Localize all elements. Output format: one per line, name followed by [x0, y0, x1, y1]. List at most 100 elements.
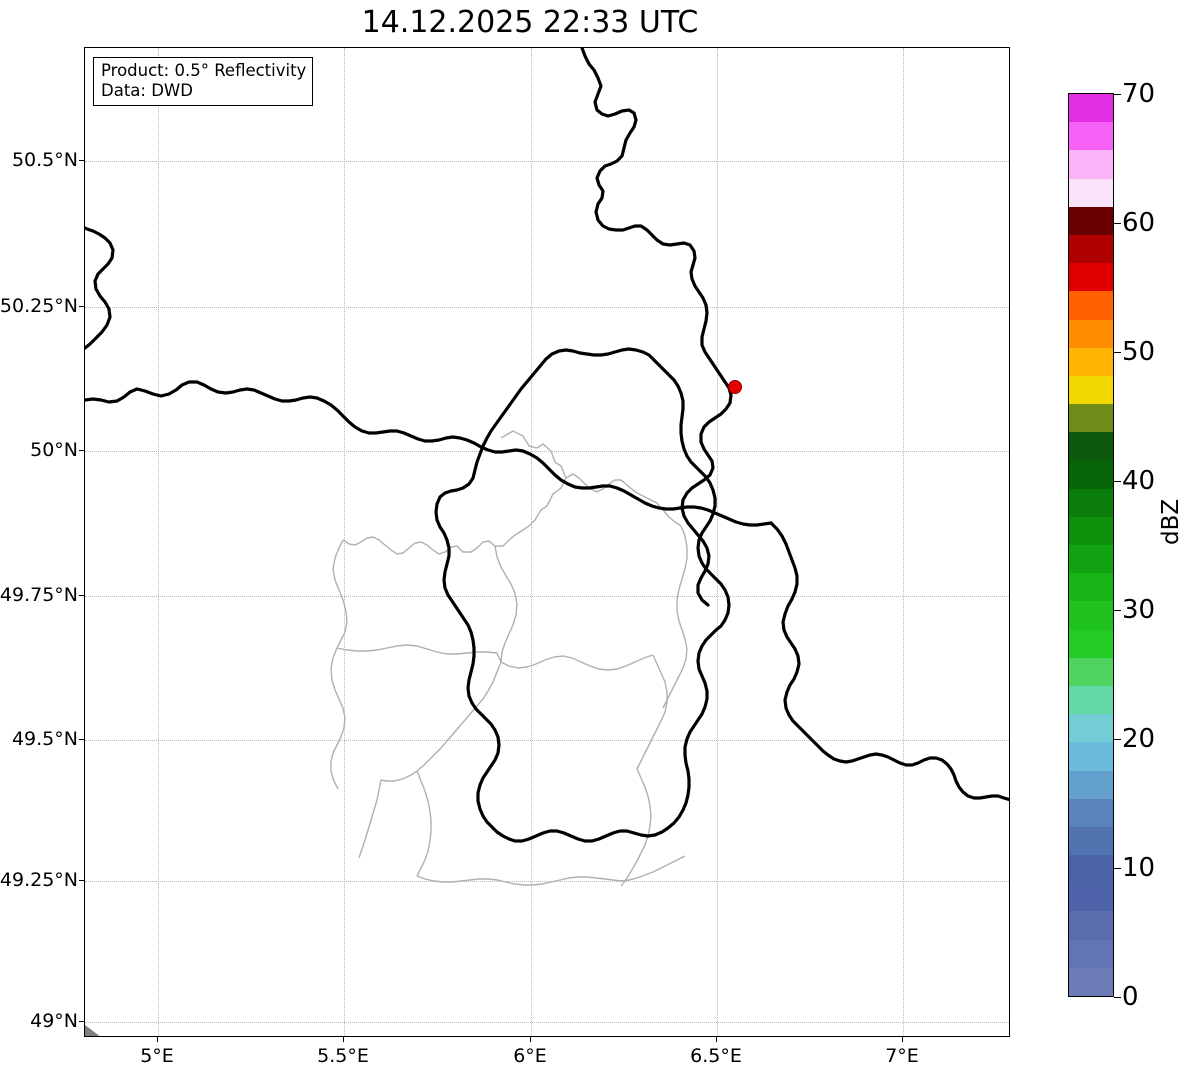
colorbar-tick-40 — [1114, 481, 1121, 482]
colorbar-tick-label-0: 0 — [1122, 982, 1139, 1012]
ytick-label-49-5: 49.5°N — [11, 728, 78, 750]
ytick-label-50-25: 50.25°N — [0, 295, 78, 317]
gridline-lon-6-5 — [717, 48, 718, 1036]
colorbar-tick-70 — [1114, 94, 1121, 95]
colorbar-tick-60 — [1114, 223, 1121, 224]
gridline-lat-49-25 — [85, 881, 1009, 882]
colorbar-tick-label-30: 30 — [1122, 595, 1156, 625]
colorbar-band-11 — [1069, 657, 1113, 686]
colorbar-band-12 — [1069, 629, 1113, 658]
colorbar-band-13 — [1069, 601, 1113, 630]
colorbar-band-17 — [1069, 488, 1113, 517]
gridline-lat-50-5 — [85, 161, 1009, 162]
colorbar-band-10 — [1069, 685, 1113, 715]
ytick-label-50-5: 50.5°N — [11, 149, 78, 171]
colorbar-tick-label-40: 40 — [1122, 466, 1156, 496]
ytick-mark-50-25 — [79, 306, 84, 307]
colorbar[interactable] — [1068, 93, 1114, 997]
luxembourg-border — [434, 347, 731, 843]
ytick-label-49: 49°N — [30, 1010, 78, 1032]
ytick-mark-50 — [79, 450, 84, 451]
colorbar-band-20 — [1069, 404, 1113, 433]
colorbar-tick-label-20: 20 — [1122, 724, 1156, 754]
colorbar-band-30 — [1069, 122, 1113, 151]
xtick-label-6: 6°E — [513, 1045, 547, 1067]
france-belgium-border — [85, 380, 773, 527]
belgium-germany-border — [580, 48, 733, 607]
colorbar-tick-10 — [1114, 868, 1121, 869]
colorbar-tick-label-60: 60 — [1122, 208, 1156, 238]
colorbar-band-24 — [1069, 291, 1113, 320]
colorbar-band-15 — [1069, 545, 1113, 574]
colorbar-band-22 — [1069, 347, 1113, 376]
ytick-label-49-75: 49.75°N — [0, 584, 78, 606]
colorbar-band-5 — [1069, 826, 1113, 856]
colorbar-tick-0 — [1114, 997, 1121, 998]
ytick-mark-49-5 — [79, 739, 84, 740]
xtick-label-5: 5°E — [140, 1045, 174, 1067]
colorbar-tick-label-70: 70 — [1122, 79, 1156, 109]
colorbar-tick-50 — [1114, 352, 1121, 353]
xtick-mark-6 — [530, 1037, 531, 1042]
map-plot-area[interactable] — [84, 47, 1010, 1037]
colorbar-band-3 — [1069, 883, 1113, 912]
gridline-lon-7 — [903, 48, 904, 1036]
info-box: Product: 0.5° Reflectivity Data: DWD — [93, 57, 314, 106]
page-title: 14.12.2025 22:33 UTC — [361, 5, 699, 40]
luxembourg-canton-boundaries — [330, 430, 688, 887]
info-box-data-line: Data: DWD — [101, 81, 193, 100]
colorbar-tick-label-50: 50 — [1122, 337, 1156, 367]
ytick-label-49-25: 49.25°N — [0, 869, 78, 891]
xtick-label-5-5: 5.5°E — [317, 1045, 369, 1067]
colorbar-band-31 — [1069, 94, 1113, 123]
colorbar-tick-label-10: 10 — [1122, 853, 1156, 883]
colorbar-band-4 — [1069, 855, 1113, 884]
land-sliver-bottom-left — [85, 1025, 100, 1036]
colorbar-band-7 — [1069, 770, 1113, 799]
colorbar-band-16 — [1069, 516, 1113, 545]
france-germany-border — [769, 521, 1009, 802]
colorbar-band-25 — [1069, 263, 1113, 292]
xtick-mark-7 — [902, 1037, 903, 1042]
ytick-mark-50-5 — [79, 160, 84, 161]
colorbar-gradient — [1068, 93, 1114, 997]
colorbar-band-23 — [1069, 319, 1113, 348]
colorbar-band-9 — [1069, 714, 1113, 743]
colorbar-band-19 — [1069, 432, 1113, 461]
colorbar-band-29 — [1069, 150, 1113, 179]
colorbar-band-18 — [1069, 460, 1113, 489]
ytick-mark-49 — [79, 1021, 84, 1022]
xtick-label-6-5: 6.5°E — [690, 1045, 742, 1067]
colorbar-band-1 — [1069, 939, 1113, 968]
colorbar-axis-label: dBZ — [1158, 498, 1184, 545]
colorbar-band-26 — [1069, 234, 1113, 264]
gridline-lat-49-5 — [85, 740, 1009, 741]
gridline-lat-49-75 — [85, 596, 1009, 597]
gridline-lat-49 — [85, 1022, 1009, 1023]
map-canvas — [85, 48, 1009, 1036]
colorbar-band-0 — [1069, 967, 1113, 996]
ytick-mark-49-75 — [79, 595, 84, 596]
colorbar-band-27 — [1069, 206, 1113, 235]
ytick-mark-49-25 — [79, 880, 84, 881]
radar-site-marker[interactable] — [728, 380, 742, 394]
xtick-mark-5-5 — [343, 1037, 344, 1042]
colorbar-band-6 — [1069, 798, 1113, 827]
gridline-lon-5-5 — [344, 48, 345, 1036]
colorbar-tick-30 — [1114, 610, 1121, 611]
colorbar-band-2 — [1069, 911, 1113, 940]
info-box-product-line: Product: 0.5° Reflectivity — [101, 61, 307, 80]
ytick-label-50: 50°N — [30, 439, 78, 461]
gridline-lon-6 — [531, 48, 532, 1036]
borders-layer — [85, 48, 1009, 1036]
colorbar-band-14 — [1069, 573, 1113, 602]
colorbar-band-28 — [1069, 178, 1113, 207]
belgium-west-border — [85, 226, 115, 350]
colorbar-band-8 — [1069, 742, 1113, 771]
colorbar-band-21 — [1069, 375, 1113, 405]
gridline-lat-50 — [85, 451, 1009, 452]
xtick-mark-5 — [157, 1037, 158, 1042]
gridline-lon-5 — [158, 48, 159, 1036]
xtick-mark-6-5 — [716, 1037, 717, 1042]
colorbar-tick-20 — [1114, 739, 1121, 740]
